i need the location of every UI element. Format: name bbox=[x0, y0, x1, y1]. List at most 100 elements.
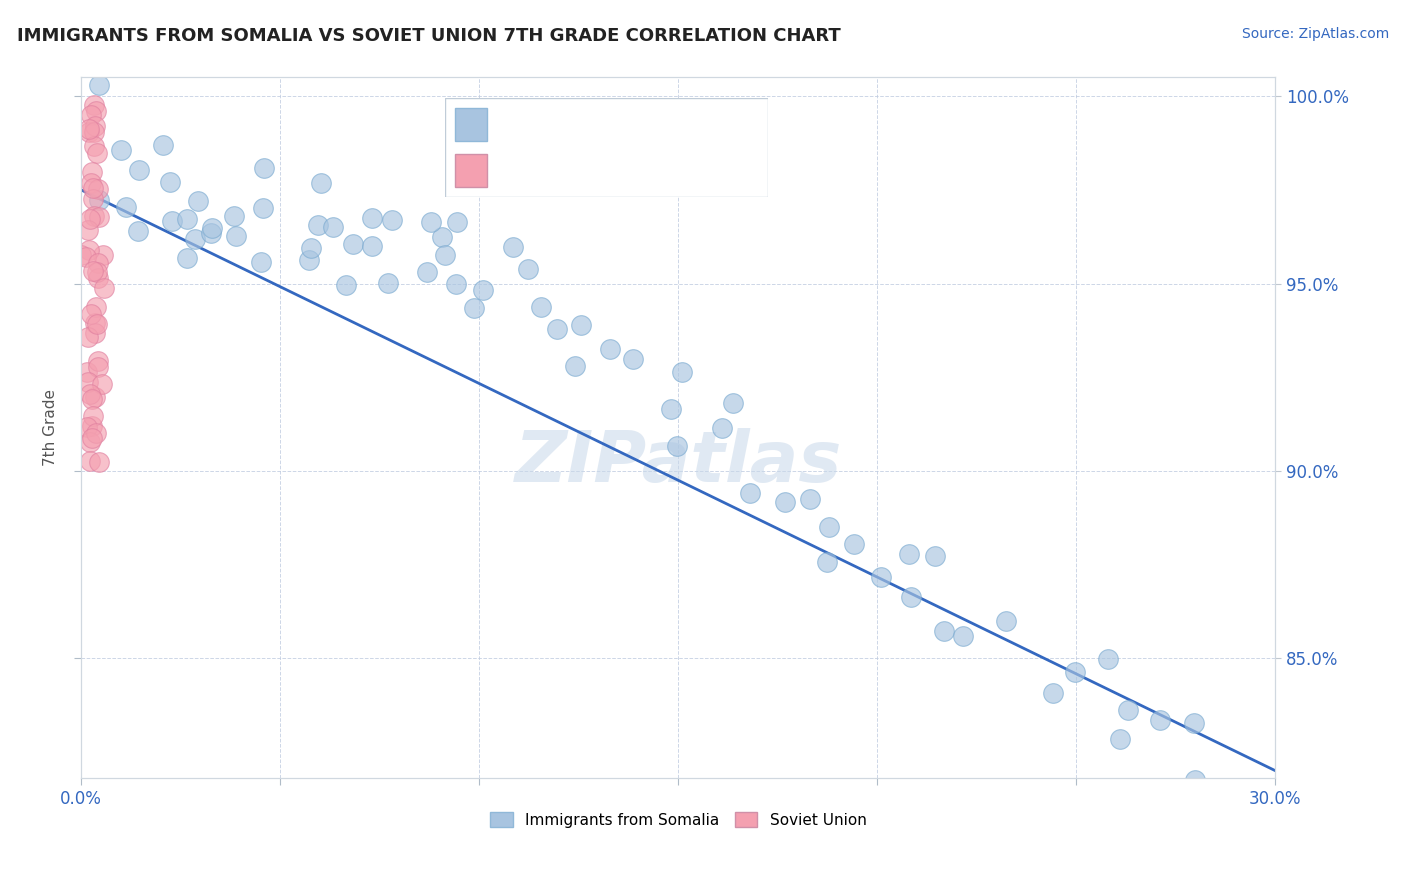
Point bbox=[86, 317, 108, 331]
Point bbox=[83, 210, 105, 224]
Point bbox=[87, 359, 110, 374]
Point bbox=[82, 181, 104, 195]
Point bbox=[83, 391, 105, 405]
Point bbox=[446, 214, 468, 228]
Point bbox=[502, 240, 524, 254]
Point bbox=[93, 280, 115, 294]
Point bbox=[564, 359, 586, 373]
Point bbox=[621, 352, 644, 367]
Point bbox=[201, 221, 224, 235]
Point bbox=[82, 165, 104, 179]
Point bbox=[84, 425, 107, 440]
Point bbox=[530, 300, 553, 314]
Point bbox=[444, 277, 467, 292]
Point bbox=[377, 276, 399, 290]
Point bbox=[80, 418, 103, 433]
Point bbox=[1042, 686, 1064, 700]
Point bbox=[415, 265, 437, 279]
Point bbox=[82, 264, 104, 278]
Point bbox=[115, 200, 138, 214]
Point bbox=[1149, 713, 1171, 727]
Point bbox=[463, 301, 485, 315]
Point bbox=[79, 434, 101, 449]
Point bbox=[89, 455, 111, 469]
Point bbox=[86, 265, 108, 279]
Point bbox=[897, 547, 920, 561]
Point bbox=[184, 232, 207, 246]
Point bbox=[200, 226, 222, 240]
Point bbox=[995, 614, 1018, 628]
Point bbox=[128, 163, 150, 178]
Point bbox=[110, 144, 132, 158]
Point bbox=[335, 278, 357, 293]
Y-axis label: 7th Grade: 7th Grade bbox=[44, 389, 58, 467]
Point bbox=[569, 318, 592, 333]
Point bbox=[84, 104, 107, 119]
Point bbox=[80, 431, 103, 445]
Point bbox=[1097, 652, 1119, 666]
Point bbox=[900, 590, 922, 604]
Point bbox=[75, 251, 97, 265]
Point bbox=[952, 629, 974, 643]
Point bbox=[152, 138, 174, 153]
Point bbox=[222, 209, 245, 223]
Point bbox=[361, 211, 384, 225]
Point bbox=[298, 253, 321, 268]
Point bbox=[420, 215, 443, 229]
Point bbox=[659, 401, 682, 416]
Point bbox=[361, 239, 384, 253]
Point bbox=[472, 283, 495, 297]
Point bbox=[723, 396, 745, 410]
Point bbox=[186, 194, 208, 209]
Point bbox=[225, 229, 247, 244]
Point bbox=[83, 139, 105, 153]
Point bbox=[253, 161, 276, 175]
Point bbox=[516, 262, 538, 277]
Point bbox=[599, 342, 621, 356]
Point bbox=[82, 409, 104, 423]
Point bbox=[666, 439, 689, 453]
Point bbox=[322, 220, 344, 235]
Point bbox=[870, 570, 893, 584]
Legend: Immigrants from Somalia, Soviet Union: Immigrants from Somalia, Soviet Union bbox=[484, 805, 873, 834]
Point bbox=[160, 214, 183, 228]
Point bbox=[710, 421, 733, 435]
Point bbox=[87, 193, 110, 207]
Point bbox=[80, 307, 103, 321]
Point bbox=[84, 119, 107, 133]
Point bbox=[342, 236, 364, 251]
Point bbox=[80, 176, 103, 190]
Point bbox=[1243, 786, 1265, 800]
Point bbox=[84, 326, 107, 340]
Point bbox=[176, 212, 198, 227]
Point bbox=[738, 486, 761, 500]
Point bbox=[83, 98, 105, 112]
Point bbox=[252, 202, 274, 216]
Point bbox=[77, 222, 100, 236]
Point bbox=[77, 330, 100, 344]
Point bbox=[1064, 665, 1087, 679]
Point bbox=[127, 224, 149, 238]
Point bbox=[91, 377, 114, 392]
Point bbox=[546, 322, 568, 336]
Point bbox=[773, 495, 796, 509]
Point bbox=[176, 251, 198, 265]
Point bbox=[1182, 716, 1205, 731]
Point bbox=[82, 192, 104, 206]
Point bbox=[299, 241, 322, 255]
Point bbox=[87, 210, 110, 224]
Point bbox=[87, 256, 110, 270]
Point bbox=[77, 125, 100, 139]
Point bbox=[91, 247, 114, 261]
Point bbox=[70, 248, 93, 262]
Point bbox=[76, 419, 98, 434]
Point bbox=[79, 122, 101, 136]
Text: Source: ZipAtlas.com: Source: ZipAtlas.com bbox=[1241, 27, 1389, 41]
Point bbox=[817, 520, 839, 534]
Point bbox=[1184, 772, 1206, 787]
Point bbox=[87, 182, 110, 196]
Point bbox=[381, 212, 404, 227]
Point bbox=[76, 375, 98, 389]
Point bbox=[924, 549, 946, 563]
Point bbox=[817, 555, 839, 569]
